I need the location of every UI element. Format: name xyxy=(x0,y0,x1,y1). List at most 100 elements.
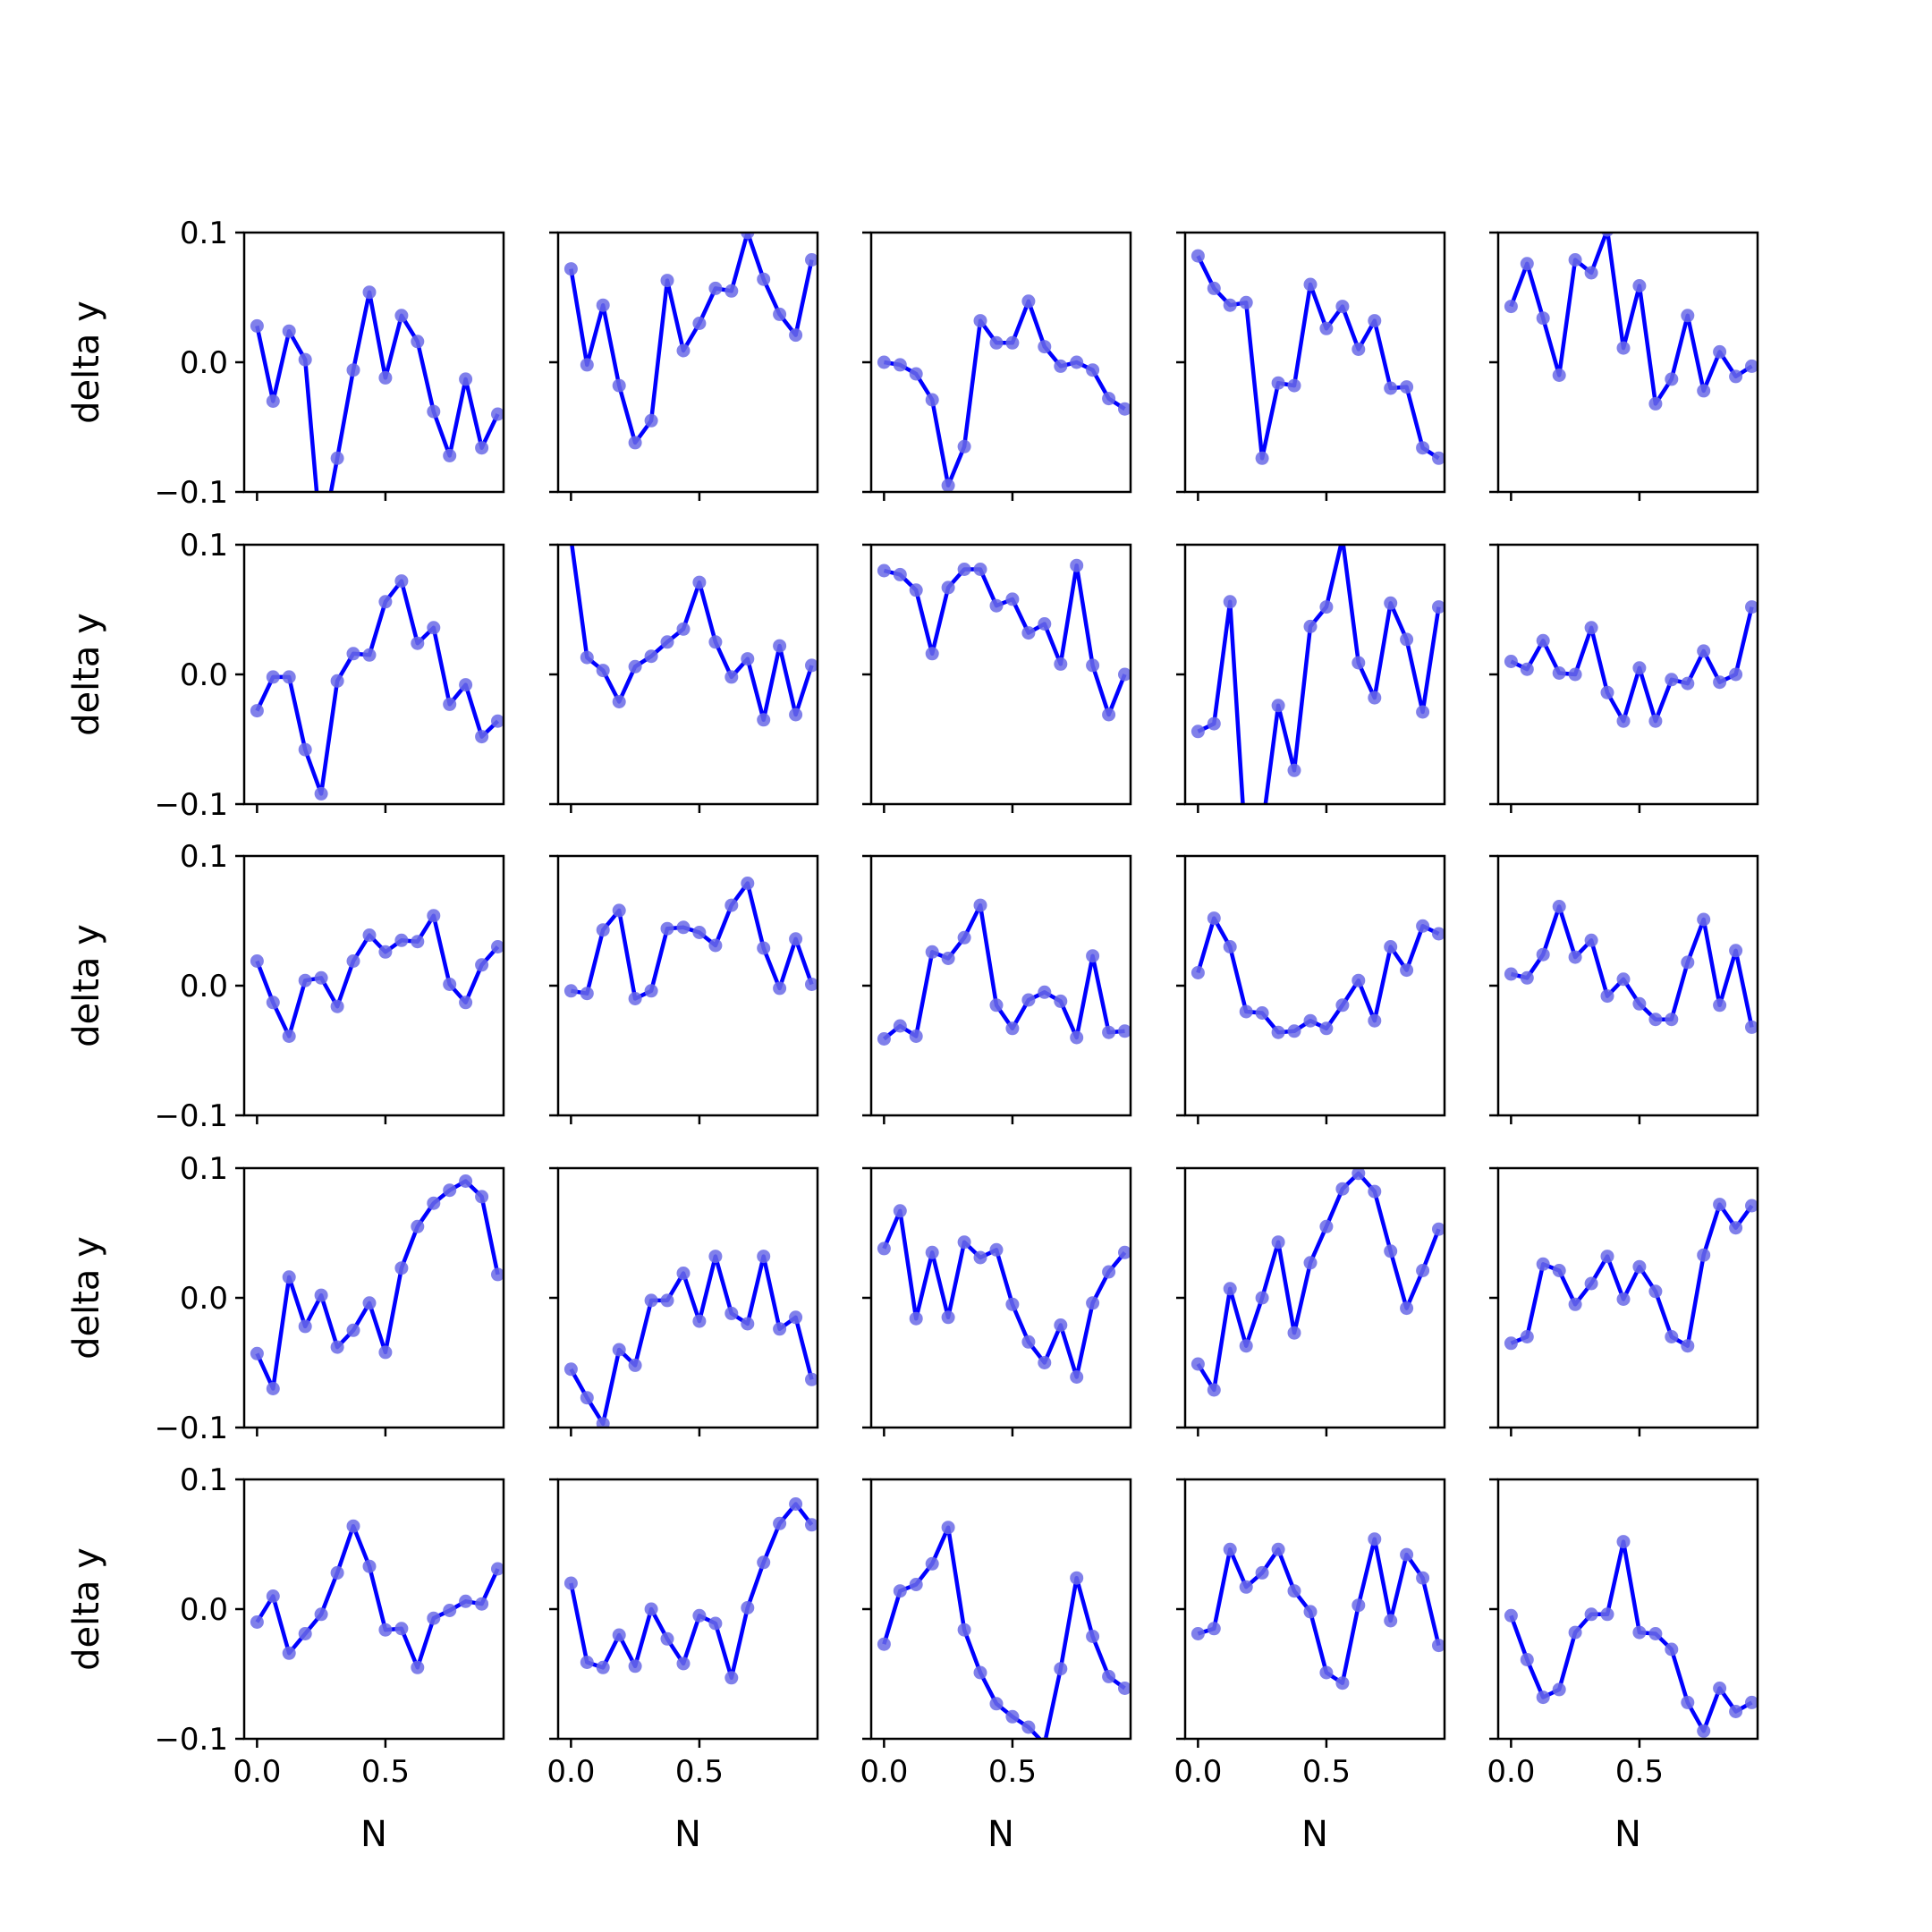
data-point xyxy=(459,1594,473,1608)
subplot-3-4 xyxy=(1489,1166,1759,1436)
data-point xyxy=(1665,1642,1679,1657)
data-point xyxy=(1536,1257,1550,1271)
data-point xyxy=(1520,1330,1534,1343)
x-tick-label: 0.0 xyxy=(1174,1754,1222,1790)
x-tick-label: 0.5 xyxy=(1302,1754,1351,1790)
data-point xyxy=(1632,279,1647,292)
data-point xyxy=(330,1565,344,1580)
y-axis-label: delta y xyxy=(66,924,107,1047)
data-point xyxy=(941,580,955,595)
series-line xyxy=(884,299,1126,488)
data-point xyxy=(1319,1665,1334,1680)
data-point xyxy=(1118,1024,1131,1038)
data-point xyxy=(1552,1682,1566,1697)
data-point xyxy=(741,233,755,240)
data-point xyxy=(1319,600,1334,614)
data-point xyxy=(1616,1292,1631,1306)
data-point xyxy=(427,1611,441,1625)
data-point xyxy=(1005,1021,1020,1036)
series-line xyxy=(570,545,814,723)
data-point xyxy=(1697,384,1711,398)
data-point xyxy=(314,970,328,985)
data-point xyxy=(724,284,739,298)
subplot-1-4 xyxy=(1489,543,1759,813)
data-point xyxy=(1319,1021,1334,1036)
data-point xyxy=(877,1637,891,1651)
data-point xyxy=(1191,249,1205,263)
data-point xyxy=(1255,1006,1269,1020)
subplot-2-4 xyxy=(1489,854,1759,1124)
data-point xyxy=(1400,1301,1414,1316)
data-point xyxy=(612,1628,626,1642)
subplot-2-2 xyxy=(862,854,1132,1124)
data-point xyxy=(941,952,955,965)
data-point xyxy=(692,926,707,939)
data-point xyxy=(957,1623,971,1637)
data-point xyxy=(1352,343,1366,356)
x-axis-label: N xyxy=(674,1814,701,1855)
data-point xyxy=(1070,1030,1084,1045)
data-point xyxy=(1697,644,1711,658)
data-point xyxy=(1713,1682,1727,1695)
data-point xyxy=(660,1293,674,1308)
data-point xyxy=(411,1660,425,1674)
data-point xyxy=(1600,1250,1614,1264)
x-tick-label: 0.5 xyxy=(675,1754,724,1790)
data-point xyxy=(1352,1598,1366,1613)
data-point xyxy=(1432,600,1445,614)
y-axis-label: delta y xyxy=(66,1547,107,1671)
series-line xyxy=(1196,1171,1441,1393)
y-tick-label: −0.1 xyxy=(154,1722,228,1758)
series-line xyxy=(1196,916,1440,1035)
data-point xyxy=(1552,900,1566,913)
series-line xyxy=(255,579,500,796)
data-point xyxy=(1102,1669,1116,1683)
data-point xyxy=(298,1627,312,1640)
y-axis-label: delta y xyxy=(66,613,107,736)
data-point xyxy=(1400,380,1414,394)
series-line xyxy=(882,902,1125,1041)
data-point xyxy=(1681,1339,1695,1353)
data-point xyxy=(1568,950,1582,964)
x-tick-label: 0.0 xyxy=(547,1754,595,1790)
data-point xyxy=(1102,1265,1116,1279)
series-line xyxy=(571,881,814,1001)
data-point xyxy=(941,479,955,492)
data-point xyxy=(1207,911,1221,926)
data-point xyxy=(877,355,891,369)
data-point xyxy=(692,1608,707,1623)
data-point xyxy=(957,563,971,576)
subplot-1-2 xyxy=(862,543,1132,813)
data-point xyxy=(1368,1532,1382,1546)
data-point xyxy=(394,574,409,589)
data-point xyxy=(644,1602,658,1616)
data-point xyxy=(973,1250,987,1265)
data-point xyxy=(1038,340,1052,354)
data-point xyxy=(346,1519,360,1533)
data-point xyxy=(628,1659,642,1674)
data-point xyxy=(346,954,360,968)
plot-frame xyxy=(556,543,819,806)
data-point xyxy=(660,274,674,288)
data-point xyxy=(1287,1584,1301,1598)
data-point xyxy=(250,318,264,333)
data-point xyxy=(1207,716,1221,731)
data-point xyxy=(628,436,642,450)
data-point xyxy=(893,1019,907,1033)
plot-frame xyxy=(556,231,819,494)
data-point xyxy=(973,898,987,912)
data-point xyxy=(1745,359,1758,373)
data-point xyxy=(877,1241,891,1256)
data-point xyxy=(1118,1682,1131,1695)
data-point xyxy=(724,670,739,684)
series-line xyxy=(1196,255,1440,461)
subplot-3-1 xyxy=(549,1166,819,1436)
data-point xyxy=(1335,1182,1350,1196)
data-point xyxy=(1552,1264,1566,1277)
data-point xyxy=(378,1345,393,1360)
data-point xyxy=(741,1601,755,1614)
data-point xyxy=(378,1623,393,1637)
data-point xyxy=(1520,1653,1534,1666)
series-line xyxy=(569,1254,814,1426)
data-point xyxy=(1352,656,1366,670)
